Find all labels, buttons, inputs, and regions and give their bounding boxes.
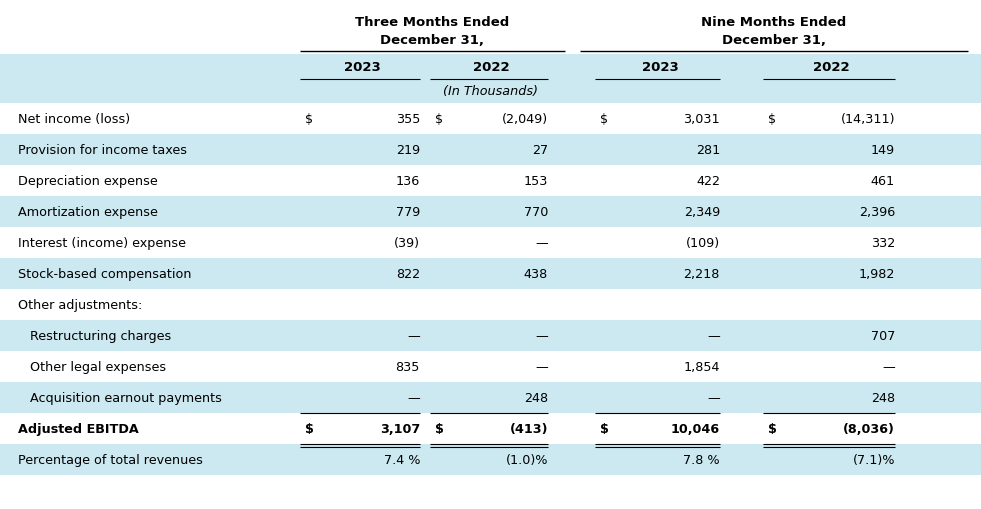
Text: (7.1)%: (7.1)% (852, 453, 895, 466)
Text: 438: 438 (524, 267, 548, 280)
Text: $: $ (305, 113, 313, 126)
Text: $: $ (305, 422, 314, 435)
Text: (413): (413) (509, 422, 548, 435)
Text: 7.8 %: 7.8 % (684, 453, 720, 466)
Text: 248: 248 (524, 391, 548, 404)
Text: 153: 153 (524, 175, 548, 188)
Text: —: — (882, 360, 895, 373)
Bar (0, 165, 981, 196)
Text: 136: 136 (395, 175, 420, 188)
Text: Adjusted EBITDA: Adjusted EBITDA (18, 422, 138, 435)
Text: Restructuring charges: Restructuring charges (18, 329, 172, 343)
Bar (0, 196, 981, 228)
Text: 2,218: 2,218 (684, 267, 720, 280)
Text: Interest (income) expense: Interest (income) expense (18, 237, 186, 249)
Text: 835: 835 (395, 360, 420, 373)
Text: 2,349: 2,349 (684, 206, 720, 218)
Bar (0, 444, 981, 475)
Text: —: — (407, 329, 420, 343)
Text: —: — (536, 329, 548, 343)
Text: Provision for income taxes: Provision for income taxes (18, 144, 187, 157)
Text: 822: 822 (396, 267, 420, 280)
Text: $: $ (435, 113, 443, 126)
Text: (39): (39) (394, 237, 420, 249)
Text: 707: 707 (870, 329, 895, 343)
Text: $: $ (600, 422, 609, 435)
Text: Stock-based compensation: Stock-based compensation (18, 267, 191, 280)
Bar (0, 351, 981, 382)
Text: (In Thousands): (In Thousands) (443, 86, 538, 98)
Text: 1,982: 1,982 (858, 267, 895, 280)
Text: —: — (407, 391, 420, 404)
Text: (2,049): (2,049) (502, 113, 548, 126)
Text: 355: 355 (395, 113, 420, 126)
Text: Three Months Ended: Three Months Ended (355, 15, 509, 29)
Text: 149: 149 (871, 144, 895, 157)
Text: 2023: 2023 (344, 61, 381, 74)
Text: 27: 27 (532, 144, 548, 157)
Text: 10,046: 10,046 (671, 422, 720, 435)
Bar (0, 80, 981, 104)
Text: 332: 332 (871, 237, 895, 249)
Text: 2023: 2023 (642, 61, 679, 74)
Text: Net income (loss): Net income (loss) (18, 113, 130, 126)
Text: 281: 281 (696, 144, 720, 157)
Text: —: — (707, 391, 720, 404)
Bar (0, 5, 981, 80)
Text: —: — (536, 360, 548, 373)
Text: Percentage of total revenues: Percentage of total revenues (18, 453, 203, 466)
Text: 2,396: 2,396 (858, 206, 895, 218)
Bar (0, 259, 981, 290)
Text: Nine Months Ended: Nine Months Ended (701, 15, 847, 29)
Text: Amortization expense: Amortization expense (18, 206, 158, 218)
Text: (14,311): (14,311) (841, 113, 895, 126)
Text: 770: 770 (524, 206, 548, 218)
Text: $: $ (435, 422, 443, 435)
Text: 3,031: 3,031 (684, 113, 720, 126)
Text: $: $ (600, 113, 608, 126)
Text: —: — (536, 237, 548, 249)
Text: $: $ (768, 422, 777, 435)
Text: Other legal expenses: Other legal expenses (18, 360, 166, 373)
Text: December 31,: December 31, (381, 34, 485, 46)
Bar (0, 135, 981, 165)
Text: (8,036): (8,036) (843, 422, 895, 435)
Text: 2022: 2022 (473, 61, 510, 74)
Text: 2022: 2022 (813, 61, 850, 74)
Text: Acquisition earnout payments: Acquisition earnout payments (18, 391, 222, 404)
Bar (0, 320, 981, 351)
Bar (0, 104, 981, 135)
Text: 461: 461 (871, 175, 895, 188)
Bar (0, 382, 981, 413)
Bar (0, 413, 981, 444)
Text: Depreciation expense: Depreciation expense (18, 175, 158, 188)
Text: $: $ (768, 113, 776, 126)
Text: 3,107: 3,107 (380, 422, 420, 435)
Text: Other adjustments:: Other adjustments: (18, 298, 142, 312)
Text: 1,854: 1,854 (684, 360, 720, 373)
Text: (1.0)%: (1.0)% (505, 453, 548, 466)
Text: (109): (109) (686, 237, 720, 249)
Text: —: — (707, 329, 720, 343)
Text: 422: 422 (696, 175, 720, 188)
Text: December 31,: December 31, (722, 34, 826, 46)
Text: 779: 779 (395, 206, 420, 218)
Bar (0, 228, 981, 259)
Bar (0, 290, 981, 320)
Text: 219: 219 (396, 144, 420, 157)
Text: 7.4 %: 7.4 % (384, 453, 420, 466)
Text: 248: 248 (871, 391, 895, 404)
Bar (0, 55, 981, 80)
